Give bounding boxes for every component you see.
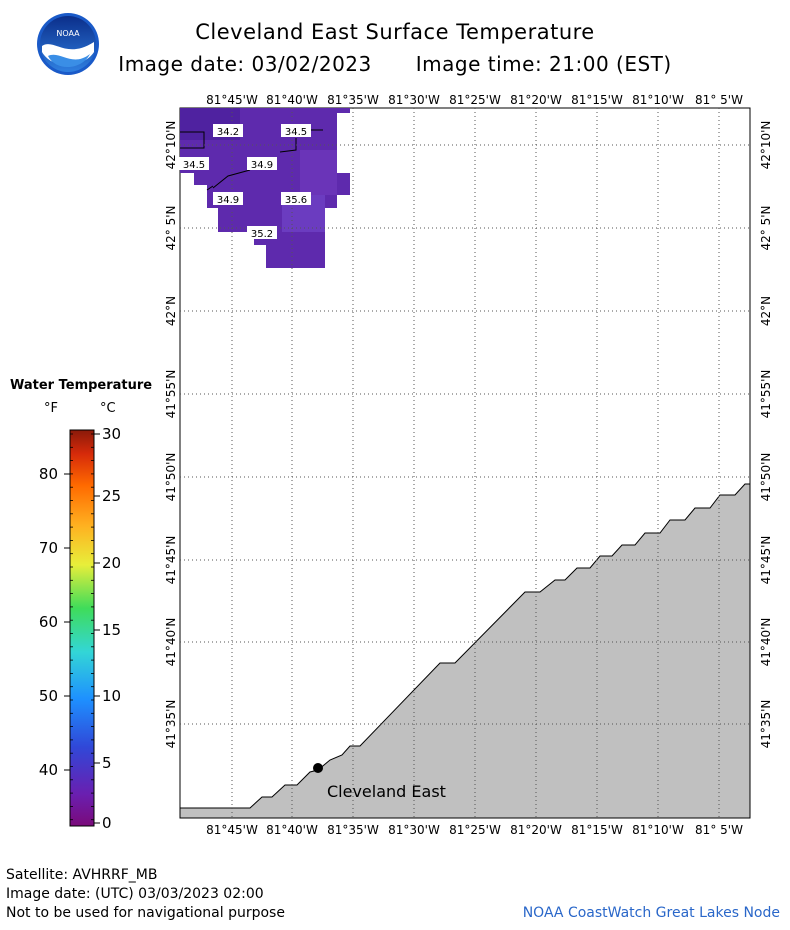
legend-f-tick: 50 bbox=[39, 687, 58, 705]
isotherm-label: 34.2 bbox=[213, 124, 243, 138]
noaa-logo: NOAA bbox=[37, 13, 99, 75]
lat-label-right: 41°45'N bbox=[759, 536, 773, 585]
isotherm-labels: 34.2 34.5 34.5 34.9 34.9 35.6 35.2 bbox=[179, 124, 311, 240]
lon-label-top: 81°20'W bbox=[510, 93, 562, 107]
lat-label-left: 41°45'N bbox=[164, 536, 178, 585]
lat-label-left: 41°55'N bbox=[164, 370, 178, 419]
lon-label-bottom: 81°20'W bbox=[510, 823, 562, 837]
color-bar bbox=[69, 429, 95, 827]
lon-label-bottom: 81°40'W bbox=[266, 823, 318, 837]
lon-label-top: 81°15'W bbox=[571, 93, 623, 107]
svg-text:34.9: 34.9 bbox=[217, 195, 239, 206]
latitude-labels-left: 42°10'N 42° 5'N 42°N 41°55'N 41°50'N 41°45'N 4… bbox=[164, 121, 178, 749]
lon-label-bottom: 81°25'W bbox=[449, 823, 501, 837]
legend-f-tick: 80 bbox=[39, 465, 58, 483]
lat-label-left: 41°40'N bbox=[164, 618, 178, 667]
satellite-info: Satellite: AVHRRF_MB bbox=[6, 867, 158, 883]
page-title: Cleveland East Surface Temperature bbox=[195, 20, 595, 44]
latitude-labels-right: 42°10'N 42° 5'N 42°N 41°55'N 41°50'N 41°45'N 4… bbox=[759, 121, 773, 749]
legend-c-tick: 0 bbox=[102, 814, 112, 832]
lon-label-top: 81° 5'W bbox=[695, 93, 743, 107]
legend-f-tick: 40 bbox=[39, 761, 58, 779]
legend-c-tick: 15 bbox=[102, 621, 121, 639]
lon-label-bottom: 81°30'W bbox=[388, 823, 440, 837]
coastwatch-credit[interactable]: NOAA CoastWatch Great Lakes Node bbox=[522, 905, 780, 921]
legend-unit-f: °F bbox=[44, 401, 58, 416]
lat-label-left: 41°35'N bbox=[164, 700, 178, 749]
water-temperature-area bbox=[180, 108, 350, 268]
lat-label-right: 41°55'N bbox=[759, 370, 773, 419]
image-datetime: Image date: 03/02/2023 Image time: 21:00 … bbox=[0, 52, 790, 76]
isotherm-label: 34.9 bbox=[247, 157, 277, 171]
noaa-logo-text: NOAA bbox=[56, 29, 80, 38]
land-area bbox=[179, 483, 751, 819]
lat-label-right: 42°N bbox=[759, 296, 773, 326]
lon-label-top: 81°35'W bbox=[327, 93, 379, 107]
lon-label-bottom: 81°45'W bbox=[206, 823, 258, 837]
lat-label-left: 42°N bbox=[164, 296, 178, 326]
disclaimer: Not to be used for navigational purpose bbox=[6, 905, 285, 921]
lon-label-top: 81°25'W bbox=[449, 93, 501, 107]
lat-label-right: 41°40'N bbox=[759, 618, 773, 667]
utc-date: Image date: (UTC) 03/03/2023 02:00 bbox=[6, 886, 264, 902]
lon-label-bottom: 81°35'W bbox=[327, 823, 379, 837]
legend-title: Water Temperature bbox=[10, 378, 153, 393]
isotherm-label: 34.5 bbox=[179, 157, 209, 171]
legend-c-tick: 5 bbox=[102, 754, 112, 772]
lon-label-bottom: 81° 5'W bbox=[695, 823, 743, 837]
lon-label-bottom: 81°15'W bbox=[571, 823, 623, 837]
isotherm-label: 35.6 bbox=[281, 192, 311, 206]
lon-label-top: 81°45'W bbox=[206, 93, 258, 107]
legend-f-tick: 60 bbox=[39, 613, 58, 631]
lon-label-top: 81°10'W bbox=[632, 93, 684, 107]
lat-label-right: 41°50'N bbox=[759, 453, 773, 502]
svg-text:34.2: 34.2 bbox=[217, 127, 239, 138]
station-marker bbox=[313, 763, 323, 773]
longitude-labels-top: 81°45'W 81°40'W 81°35'W 81°30'W 81°25'W 81°20… bbox=[206, 93, 743, 107]
isotherm-label: 34.5 bbox=[281, 124, 311, 138]
lat-label-left: 42°10'N bbox=[164, 121, 178, 170]
lat-label-right: 42° 5'N bbox=[759, 206, 773, 251]
svg-text:34.5: 34.5 bbox=[183, 160, 205, 171]
lat-label-left: 41°50'N bbox=[164, 453, 178, 502]
svg-text:34.9: 34.9 bbox=[251, 160, 273, 171]
svg-text:35.2: 35.2 bbox=[251, 229, 273, 240]
graticule bbox=[180, 108, 750, 818]
lon-label-top: 81°30'W bbox=[388, 93, 440, 107]
legend-c-tick: 25 bbox=[102, 487, 121, 505]
legend-f-tick: 70 bbox=[39, 539, 58, 557]
legend-unit-c: °C bbox=[100, 401, 116, 416]
station-label: Cleveland East bbox=[327, 782, 446, 801]
svg-text:34.5: 34.5 bbox=[285, 127, 307, 138]
lon-label-top: 81°40'W bbox=[266, 93, 318, 107]
lat-label-right: 42°10'N bbox=[759, 121, 773, 170]
longitude-labels-bottom: 81°45'W 81°40'W 81°35'W 81°30'W 81°25'W 81°20… bbox=[206, 823, 743, 837]
lat-label-right: 41°35'N bbox=[759, 700, 773, 749]
legend-c-tick: 20 bbox=[102, 554, 121, 572]
lon-label-bottom: 81°10'W bbox=[632, 823, 684, 837]
isotherm-label: 34.9 bbox=[213, 192, 243, 206]
isotherm-label: 35.2 bbox=[247, 226, 277, 240]
image-time: Image time: 21:00 (EST) bbox=[415, 52, 672, 76]
image-date: Image date: 03/02/2023 bbox=[118, 52, 372, 76]
lat-label-left: 42° 5'N bbox=[164, 206, 178, 251]
legend-c-tick: 10 bbox=[102, 687, 121, 705]
svg-text:35.6: 35.6 bbox=[285, 195, 307, 206]
legend-c-tick: 30 bbox=[102, 425, 121, 443]
